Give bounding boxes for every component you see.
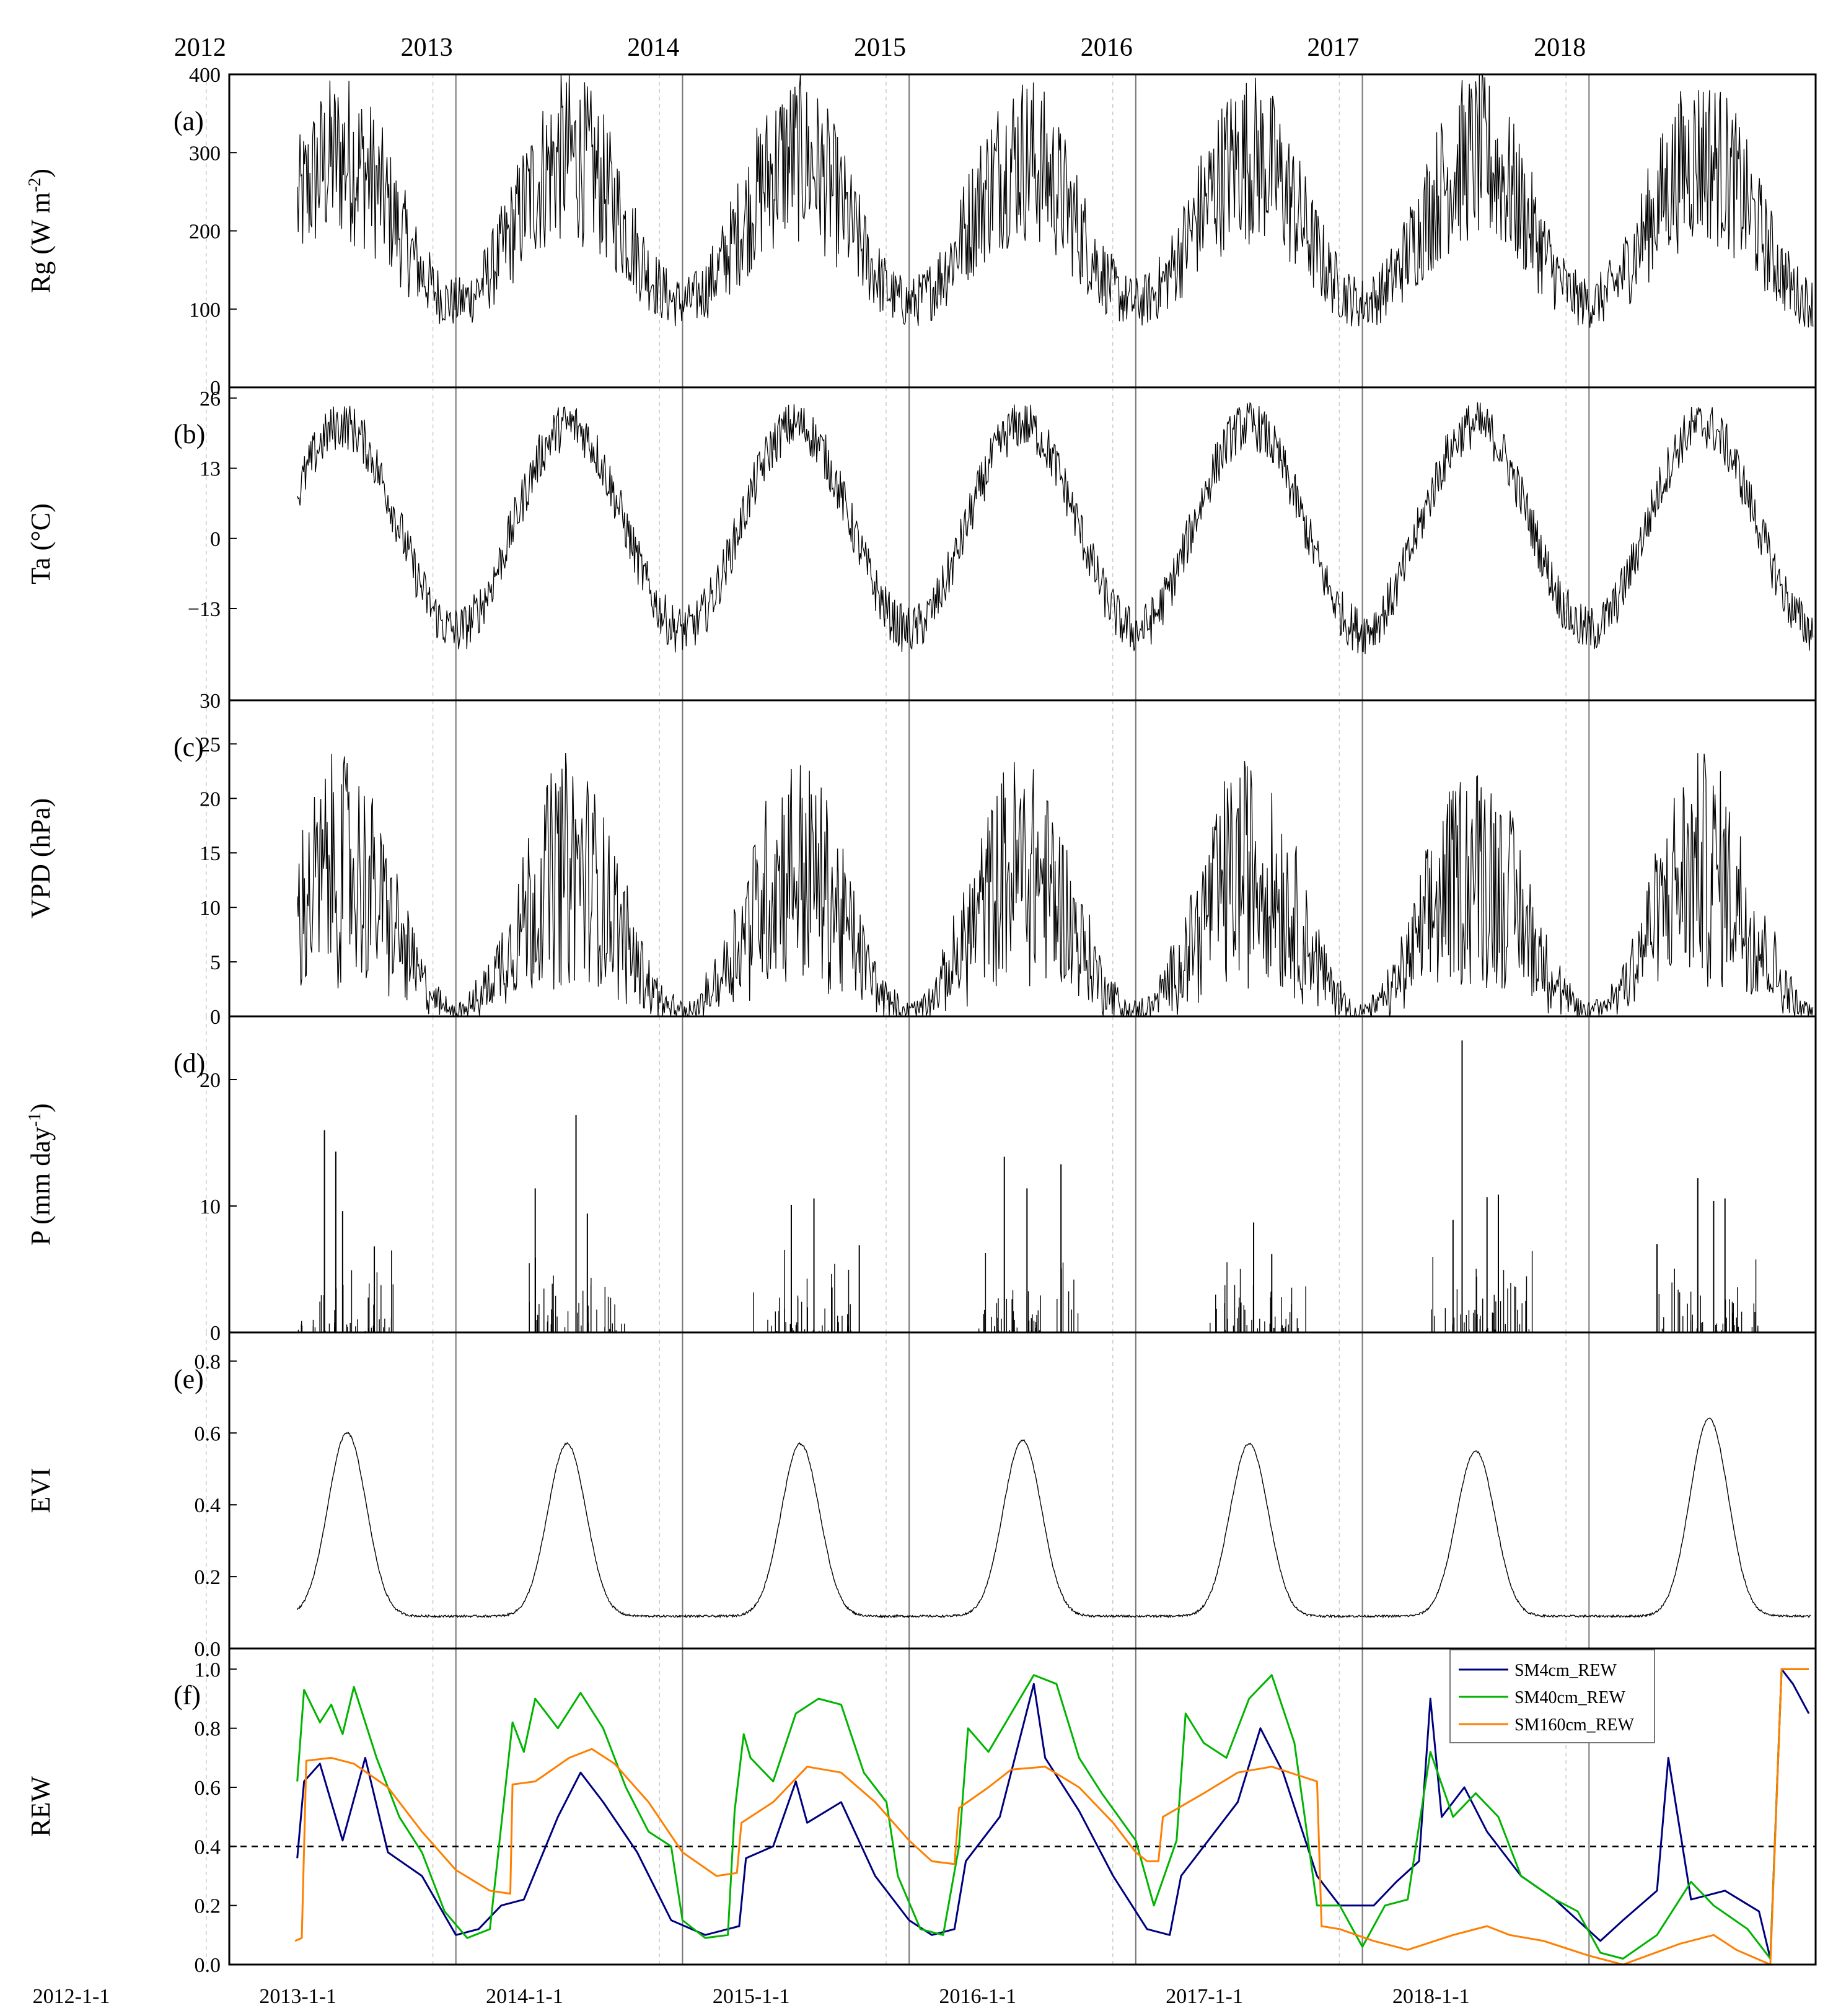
y-tick-label: 200 <box>189 221 221 244</box>
panel-tag: (d) <box>174 1048 205 1078</box>
y-axis-title-main: Rg (W m <box>25 192 56 293</box>
rg-line <box>297 74 1814 328</box>
x-tick-label: 2018-1-1 <box>1392 1985 1470 2008</box>
panel-frame <box>228 1647 1817 1966</box>
y-axis-title: EVI <box>25 1468 56 1513</box>
y-tick-label: 0 <box>210 377 221 400</box>
panel-frame <box>228 1331 1817 1650</box>
y-tick-label: 0.6 <box>195 1422 221 1445</box>
x-tick-label: 2012-1-1 <box>33 1985 110 2008</box>
y-tick-label: 26 <box>200 387 221 410</box>
y-axis-title-sup: -2 <box>25 178 45 192</box>
y-tick-label: 300 <box>189 142 221 165</box>
y-axis-title: P (mm day-1) <box>25 1103 56 1245</box>
y-tick-label: 15 <box>200 842 221 865</box>
year-labels: 2012 2013 2014 2015 2016 2017 2018 <box>174 33 1586 62</box>
y-tick-label: 0.8 <box>195 1718 221 1741</box>
panel-frame <box>228 1015 1817 1334</box>
legend-label: SM160cm_REW <box>1514 1715 1634 1735</box>
legend: SM4cm_REW SM40cm_REW SM160cm_REW <box>1449 1649 1655 1743</box>
year-label: 2013 <box>401 33 453 62</box>
rew-series-line <box>296 1668 1809 1960</box>
panel-tag: (e) <box>174 1364 204 1394</box>
y-tick-label: 0.0 <box>195 1954 221 1977</box>
ta-line <box>297 402 1814 654</box>
panel-b: 30 −13 0 13 26 Ta (°C) (b) <box>25 386 1817 713</box>
y-axis-title-tail: ) <box>25 1103 56 1112</box>
y-tick-label: 30 <box>200 690 221 713</box>
panel-frame <box>228 386 1817 702</box>
y-axis-title-main: REW <box>25 1776 56 1837</box>
y-tick-label: 20 <box>200 1069 221 1092</box>
y-tick-label: 20 <box>200 788 221 811</box>
y-tick-label: 10 <box>200 1195 221 1218</box>
y-axis-title-tail: ) <box>25 169 56 178</box>
panel-c: 0 5 10 15 20 25 VPD (hPa) (c) <box>25 699 1817 1029</box>
year-label: 2014 <box>627 33 679 62</box>
rew-series-line <box>294 1668 1809 1966</box>
y-tick-label: −13 <box>188 598 221 621</box>
y-tick-label: 1.0 <box>195 1658 221 1681</box>
y-axis-title: VPD (hPa) <box>25 798 56 918</box>
panel-e: 0.0 0.2 0.4 0.6 0.8 EVI (e) <box>25 1331 1817 1661</box>
panel-tag: (b) <box>174 419 205 449</box>
y-axis-title: REW <box>25 1776 56 1837</box>
panel-d: 0 10 20 P (mm day-1) (d) <box>25 1015 1817 1345</box>
panel-a: 0 100 200 300 400 Rg (W m-2) (a) <box>25 64 1817 400</box>
year-label: 2015 <box>854 33 906 62</box>
y-tick-label: 10 <box>200 897 221 920</box>
year-label: 2017 <box>1307 33 1359 62</box>
panel-tag: (a) <box>174 106 204 136</box>
panel-tag: (f) <box>174 1680 201 1710</box>
panel-tag: (c) <box>174 732 204 762</box>
y-axis-title-main: P (mm day <box>25 1127 56 1245</box>
y-tick-label: 5 <box>210 951 221 974</box>
y-tick-label: 0.8 <box>195 1350 221 1373</box>
y-axis-title-main: Ta (°C) <box>25 503 56 584</box>
y-tick-label: 0 <box>210 528 221 551</box>
x-tick-label: 2013-1-1 <box>259 1985 336 2008</box>
y-tick-label: 0.4 <box>195 1836 221 1859</box>
y-axis-title-sup: -1 <box>25 1112 45 1127</box>
y-tick-label: 0.0 <box>195 1638 221 1661</box>
y-axis-title: Rg (W m-2) <box>25 169 56 293</box>
y-tick-label: 0 <box>210 1006 221 1029</box>
y-tick-label: 0 <box>210 1322 221 1345</box>
panel-f: 0.0 0.2 0.4 0.6 0.8 1.0 REW (f) SM4cm_REW SM40cm_… <box>25 1647 1817 1977</box>
legend-label: SM4cm_REW <box>1514 1661 1617 1680</box>
x-tick-label: 2017-1-1 <box>1166 1985 1243 2008</box>
evi-line <box>297 1417 1811 1619</box>
y-tick-label: 0.2 <box>195 1566 221 1589</box>
vpd-line <box>297 753 1814 1018</box>
y-tick-label: 25 <box>200 733 221 756</box>
year-label: 2016 <box>1081 33 1133 62</box>
y-tick-label: 0.4 <box>195 1494 221 1517</box>
y-tick-label: 400 <box>189 64 221 87</box>
x-tick-label: 2016-1-1 <box>939 1985 1017 2008</box>
y-tick-label: 0.2 <box>195 1895 221 1918</box>
year-label: 2018 <box>1534 33 1586 62</box>
y-axis-title-main: EVI <box>25 1468 56 1513</box>
x-tick-labels: 2012-1-1 2013-1-1 2014-1-1 2015-1-1 2016-1-1… <box>33 1985 1470 2008</box>
x-tick-label: 2014-1-1 <box>486 1985 563 2008</box>
year-label: 2012 <box>174 33 226 62</box>
y-tick-label: 0.6 <box>195 1777 221 1800</box>
y-axis-title: Ta (°C) <box>25 503 56 584</box>
legend-label: SM40cm_REW <box>1514 1688 1625 1707</box>
y-axis-title-main: VPD (hPa) <box>25 798 56 918</box>
rew-series-line <box>296 1668 1810 1960</box>
y-tick-label: 13 <box>200 458 221 481</box>
y-tick-label: 100 <box>189 299 221 322</box>
x-tick-label: 2015-1-1 <box>713 1985 790 2008</box>
